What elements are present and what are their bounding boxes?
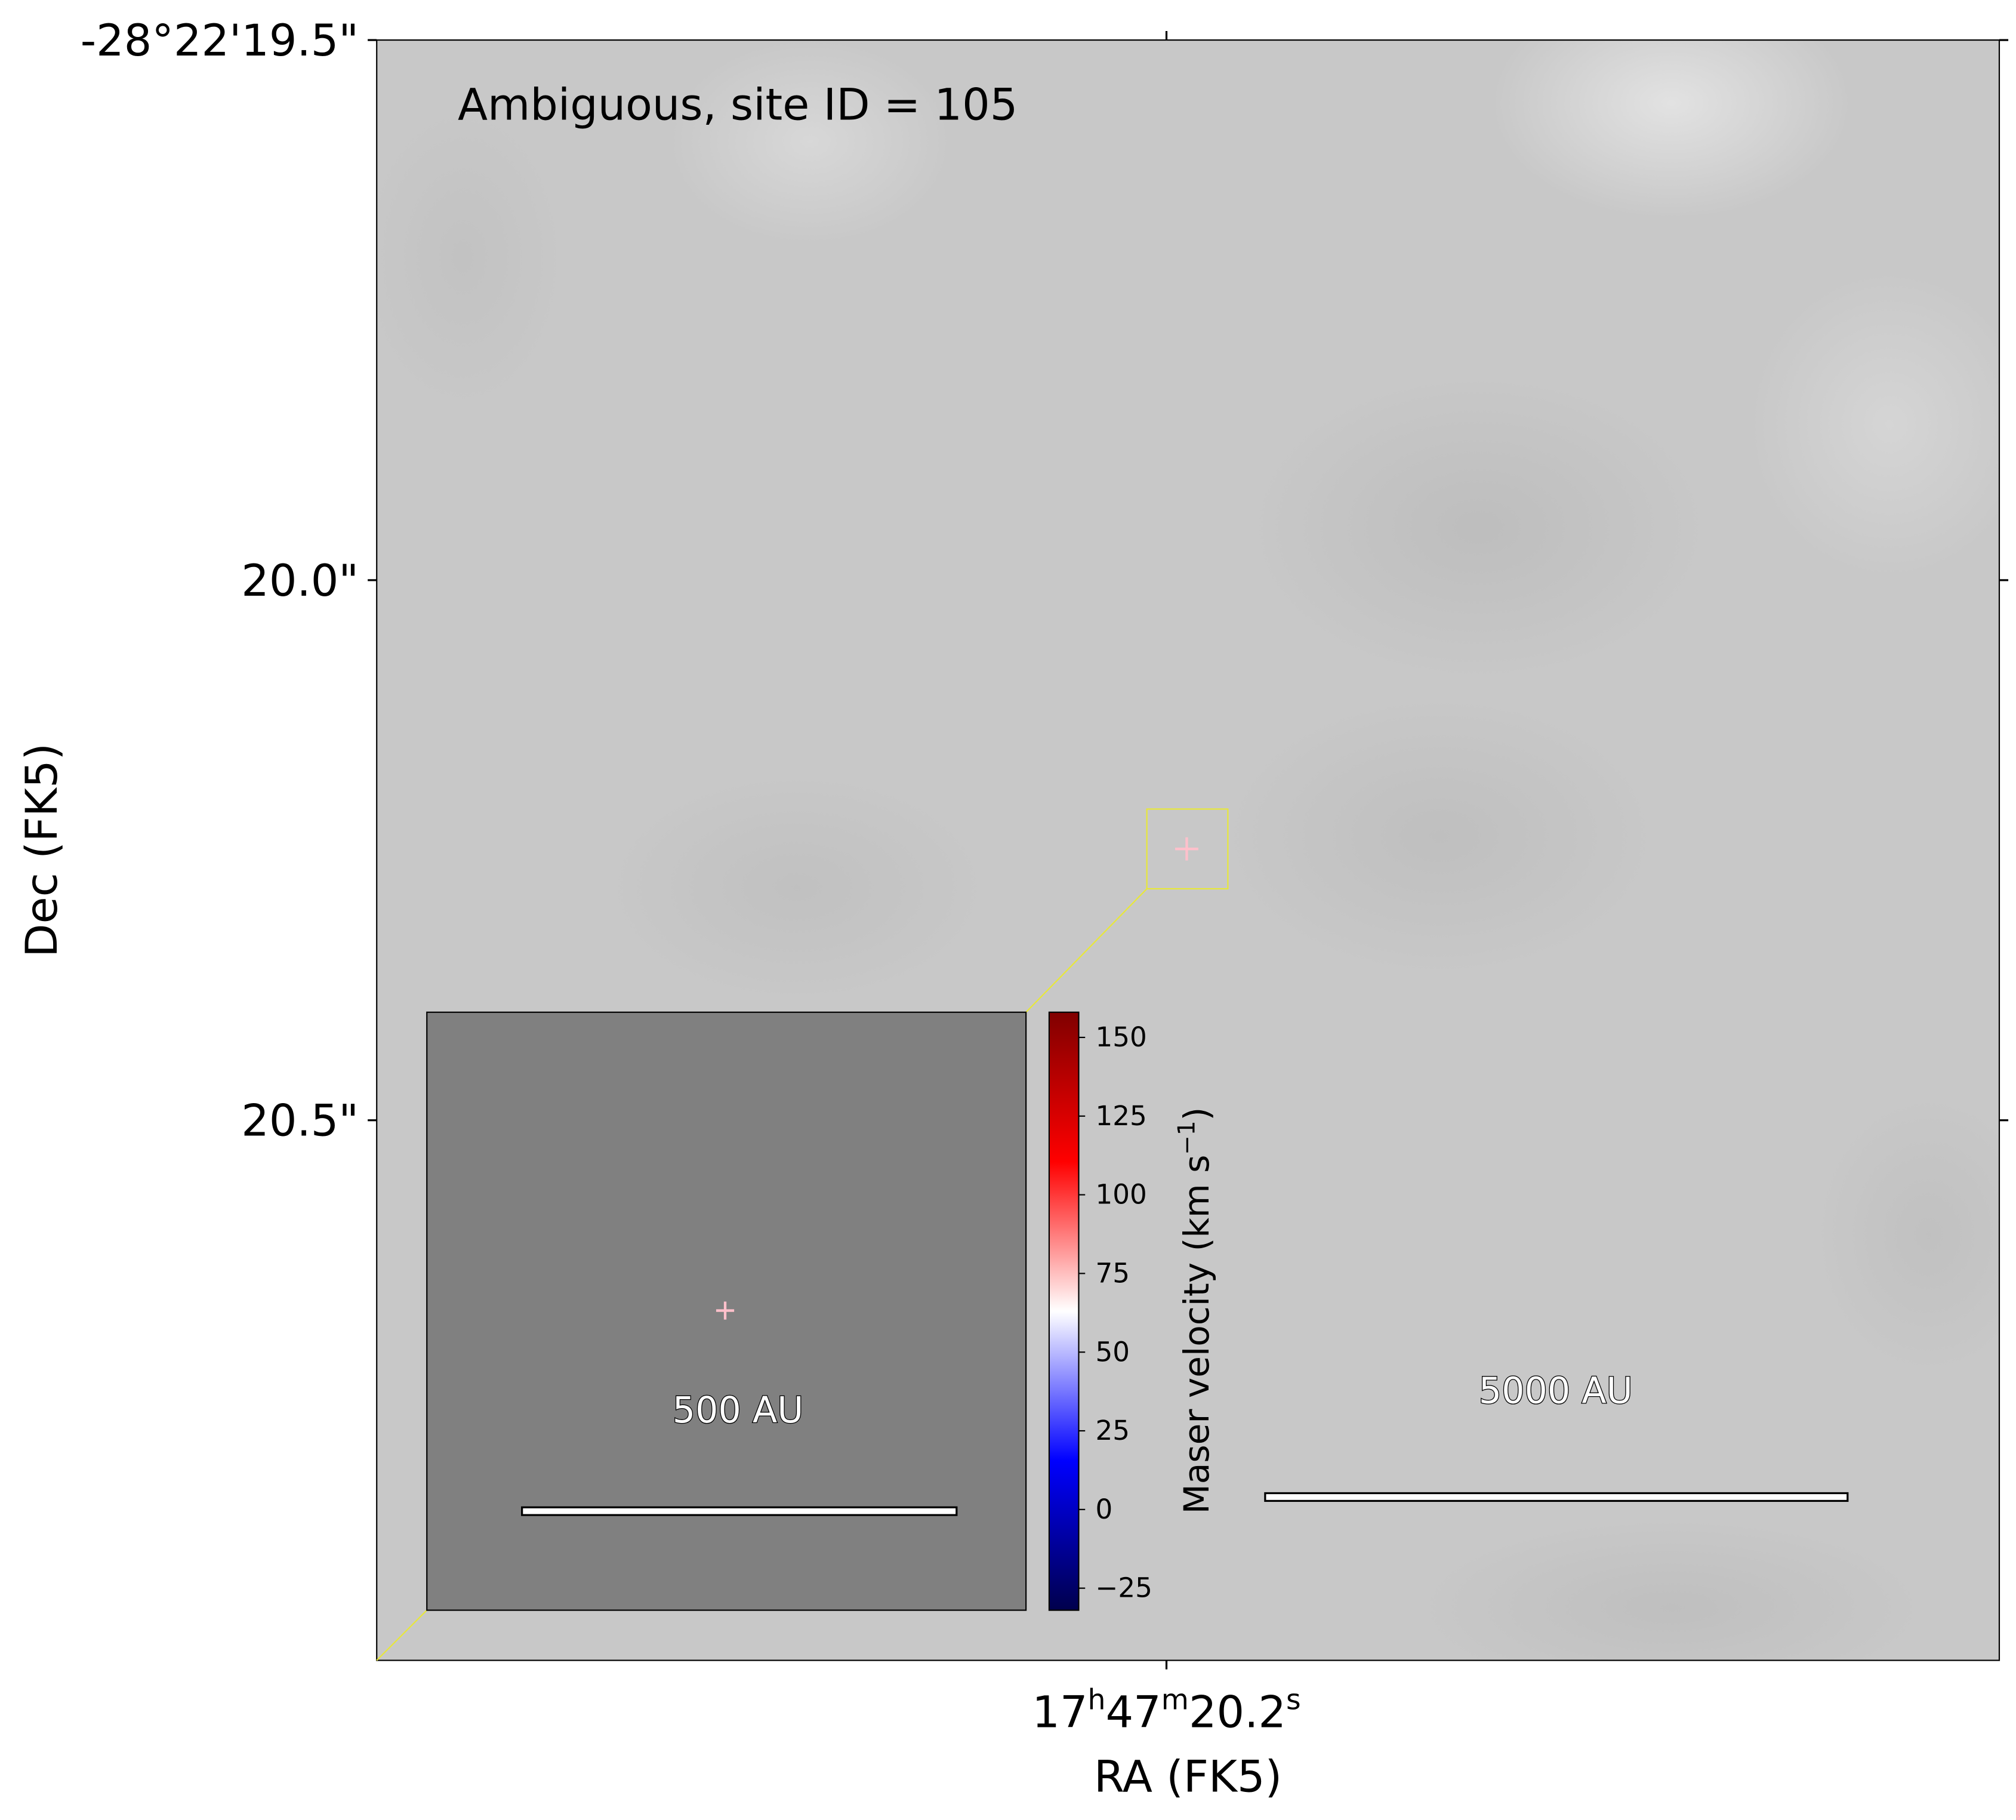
x-tick-label-part: 47 xyxy=(1106,1687,1161,1738)
colorbar-tick-label: −25 xyxy=(1095,1572,1152,1604)
colorbar-label: Maser velocity (km s−1) xyxy=(1173,1107,1217,1514)
y-axis-label: Dec (FK5) xyxy=(17,743,67,957)
inset-maser-marker xyxy=(716,1301,735,1320)
zoom-box xyxy=(1146,808,1229,890)
colorbar-tick-label: 75 xyxy=(1095,1257,1130,1289)
x-tick-label-part: h xyxy=(1088,1683,1106,1716)
colorbar xyxy=(1048,1011,1080,1611)
x-tick-label-part: 17 xyxy=(1032,1687,1087,1738)
maser-marker xyxy=(1175,837,1198,861)
colorbar-tick-label: 150 xyxy=(1095,1021,1146,1053)
colorbar-tick-label: 0 xyxy=(1095,1493,1112,1525)
main-scale-label: 5000 AU xyxy=(1479,1371,1633,1412)
x-tick-label: 17h47m20.2s xyxy=(1032,1683,1300,1738)
colorbar-label-part: ) xyxy=(1176,1107,1217,1121)
x-tick-label-part: 20.2 xyxy=(1189,1687,1286,1738)
colorbar-label-part: −1 xyxy=(1173,1120,1200,1154)
annotation: Ambiguous, site ID = 105 xyxy=(458,80,1018,131)
y-tick-label: 20.0" xyxy=(241,556,359,606)
axes-frame xyxy=(376,39,2000,1661)
zoom-connector xyxy=(376,1609,428,1661)
colorbar-label-part: Maser velocity (km s xyxy=(1176,1155,1217,1514)
zoom-connector xyxy=(1025,888,1148,1013)
x-tick-label-part: s xyxy=(1286,1683,1301,1716)
y-tick-label: -28°22'19.5" xyxy=(81,16,359,66)
colorbar-tick-label: 125 xyxy=(1095,1100,1146,1132)
colorbar-tick-label: 50 xyxy=(1095,1336,1130,1368)
colorbar-tick-label: 25 xyxy=(1095,1415,1130,1446)
inset-scale-label: 500 AU xyxy=(673,1390,804,1431)
inset-scale-bar xyxy=(521,1506,958,1516)
x-tick-label-part: m xyxy=(1161,1683,1189,1716)
y-tick-label: 20.5" xyxy=(241,1096,359,1147)
x-axis-label: RA (FK5) xyxy=(1094,1751,1282,1802)
main-scale-bar xyxy=(1264,1492,1849,1502)
colorbar-tick-label: 100 xyxy=(1095,1179,1146,1211)
